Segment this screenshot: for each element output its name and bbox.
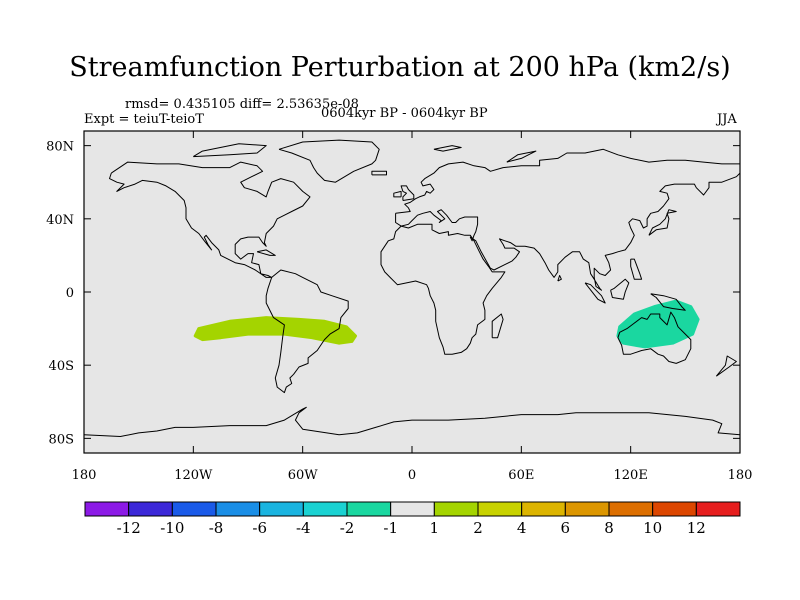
colorbar-box (564, 501, 610, 517)
colorbar-label: 8 (604, 519, 614, 537)
lon-tick-label: 60E (508, 468, 534, 483)
colorbar-label: 6 (561, 519, 571, 537)
lat-tick-label: 40S (49, 359, 74, 374)
colorbar-box (608, 501, 654, 517)
colorbar-box (390, 501, 435, 517)
colorbar-label: -4 (296, 519, 311, 537)
colorbar-box (652, 501, 697, 517)
arctic-islands-coast (193, 143, 267, 158)
anomaly-layer (193, 299, 700, 349)
svalbard-coast (433, 145, 462, 152)
plot-title: Streamfunction Perturbation at 200 hPa (… (69, 52, 731, 83)
eurasia-coast (395, 148, 741, 291)
africa-coast (380, 223, 506, 355)
sri-lanka-coast (557, 275, 562, 282)
colorbar-label: -1 (383, 519, 398, 537)
lat-tick-label: 0 (66, 286, 74, 301)
map-background (84, 131, 740, 453)
axis-ticks: 180 120W 60W 0 60E 120E 180 80N 40N 0 40S 80S (46, 131, 752, 483)
colorbar-label: 4 (517, 519, 527, 537)
colorbar-box (695, 501, 741, 517)
colorbar-box (477, 501, 523, 517)
ireland-coast (393, 190, 402, 198)
colorbar-label: -10 (160, 519, 184, 537)
lon-tick-label: 120W (174, 468, 213, 483)
south-america-coast (265, 269, 349, 394)
greenland-coast (278, 139, 380, 183)
experiment-label: Expt = teiuT-teioT (84, 112, 204, 127)
north-america-coast (109, 161, 311, 278)
iceland-coast (371, 170, 387, 176)
colorbar-label: -6 (252, 519, 267, 537)
lon-tick-label: 180 (728, 468, 753, 483)
colorbar-box (433, 501, 479, 517)
lon-tick-label: 180 (72, 468, 97, 483)
lon-tick-label: 120E (614, 468, 648, 483)
novaya-zemlya-coast (506, 150, 537, 163)
colorbar-box (84, 501, 130, 517)
colorbar-label: -2 (340, 519, 355, 537)
period-label: 0604kyr BP - 0604kyr BP (321, 106, 488, 121)
colorbar-label: 12 (687, 519, 706, 537)
colorbar-box (259, 501, 304, 517)
colorbar-label: -12 (117, 519, 141, 537)
colorbar-label: 10 (643, 519, 662, 537)
uk-coast (400, 185, 415, 201)
lat-tick-label: 80N (46, 140, 74, 155)
stats-text: rmsd= 0.435105 diff= 2.53635e-08 (125, 97, 359, 112)
antarctica-coast (83, 406, 741, 437)
new-guinea-coast (650, 293, 686, 311)
colorbar: -12 -10 -8 -6 -4 -2 -1 1 2 4 6 8 10 12 (84, 501, 741, 537)
colorbar-box (128, 501, 173, 517)
colorbar-label: -8 (209, 519, 224, 537)
taiwan-philippines-coast (630, 258, 643, 280)
borneo-coast (610, 278, 630, 300)
colorbar-box (346, 501, 392, 517)
coastline-layer (83, 139, 741, 437)
australia-negative-anomaly (616, 299, 700, 349)
new-zealand-coast (715, 355, 737, 377)
season-label: JJA (717, 112, 737, 127)
lat-tick-label: 80S (49, 432, 74, 447)
colorbar-box (215, 501, 261, 517)
japan-coast (648, 209, 677, 236)
cuba-coast (256, 249, 276, 256)
madagascar-coast (491, 313, 504, 339)
south-america-positive-anomaly (193, 316, 357, 345)
colorbar-box (171, 501, 217, 517)
sumatra-coast (584, 282, 606, 304)
colorbar-label: 1 (430, 519, 440, 537)
lat-tick-label: 40N (46, 213, 74, 228)
australia-coast (617, 311, 692, 364)
lon-tick-label: 0 (408, 468, 416, 483)
colorbar-box (302, 501, 348, 517)
lon-tick-label: 60W (288, 468, 319, 483)
colorbar-box (521, 501, 566, 517)
colorbar-label: 2 (473, 519, 483, 537)
